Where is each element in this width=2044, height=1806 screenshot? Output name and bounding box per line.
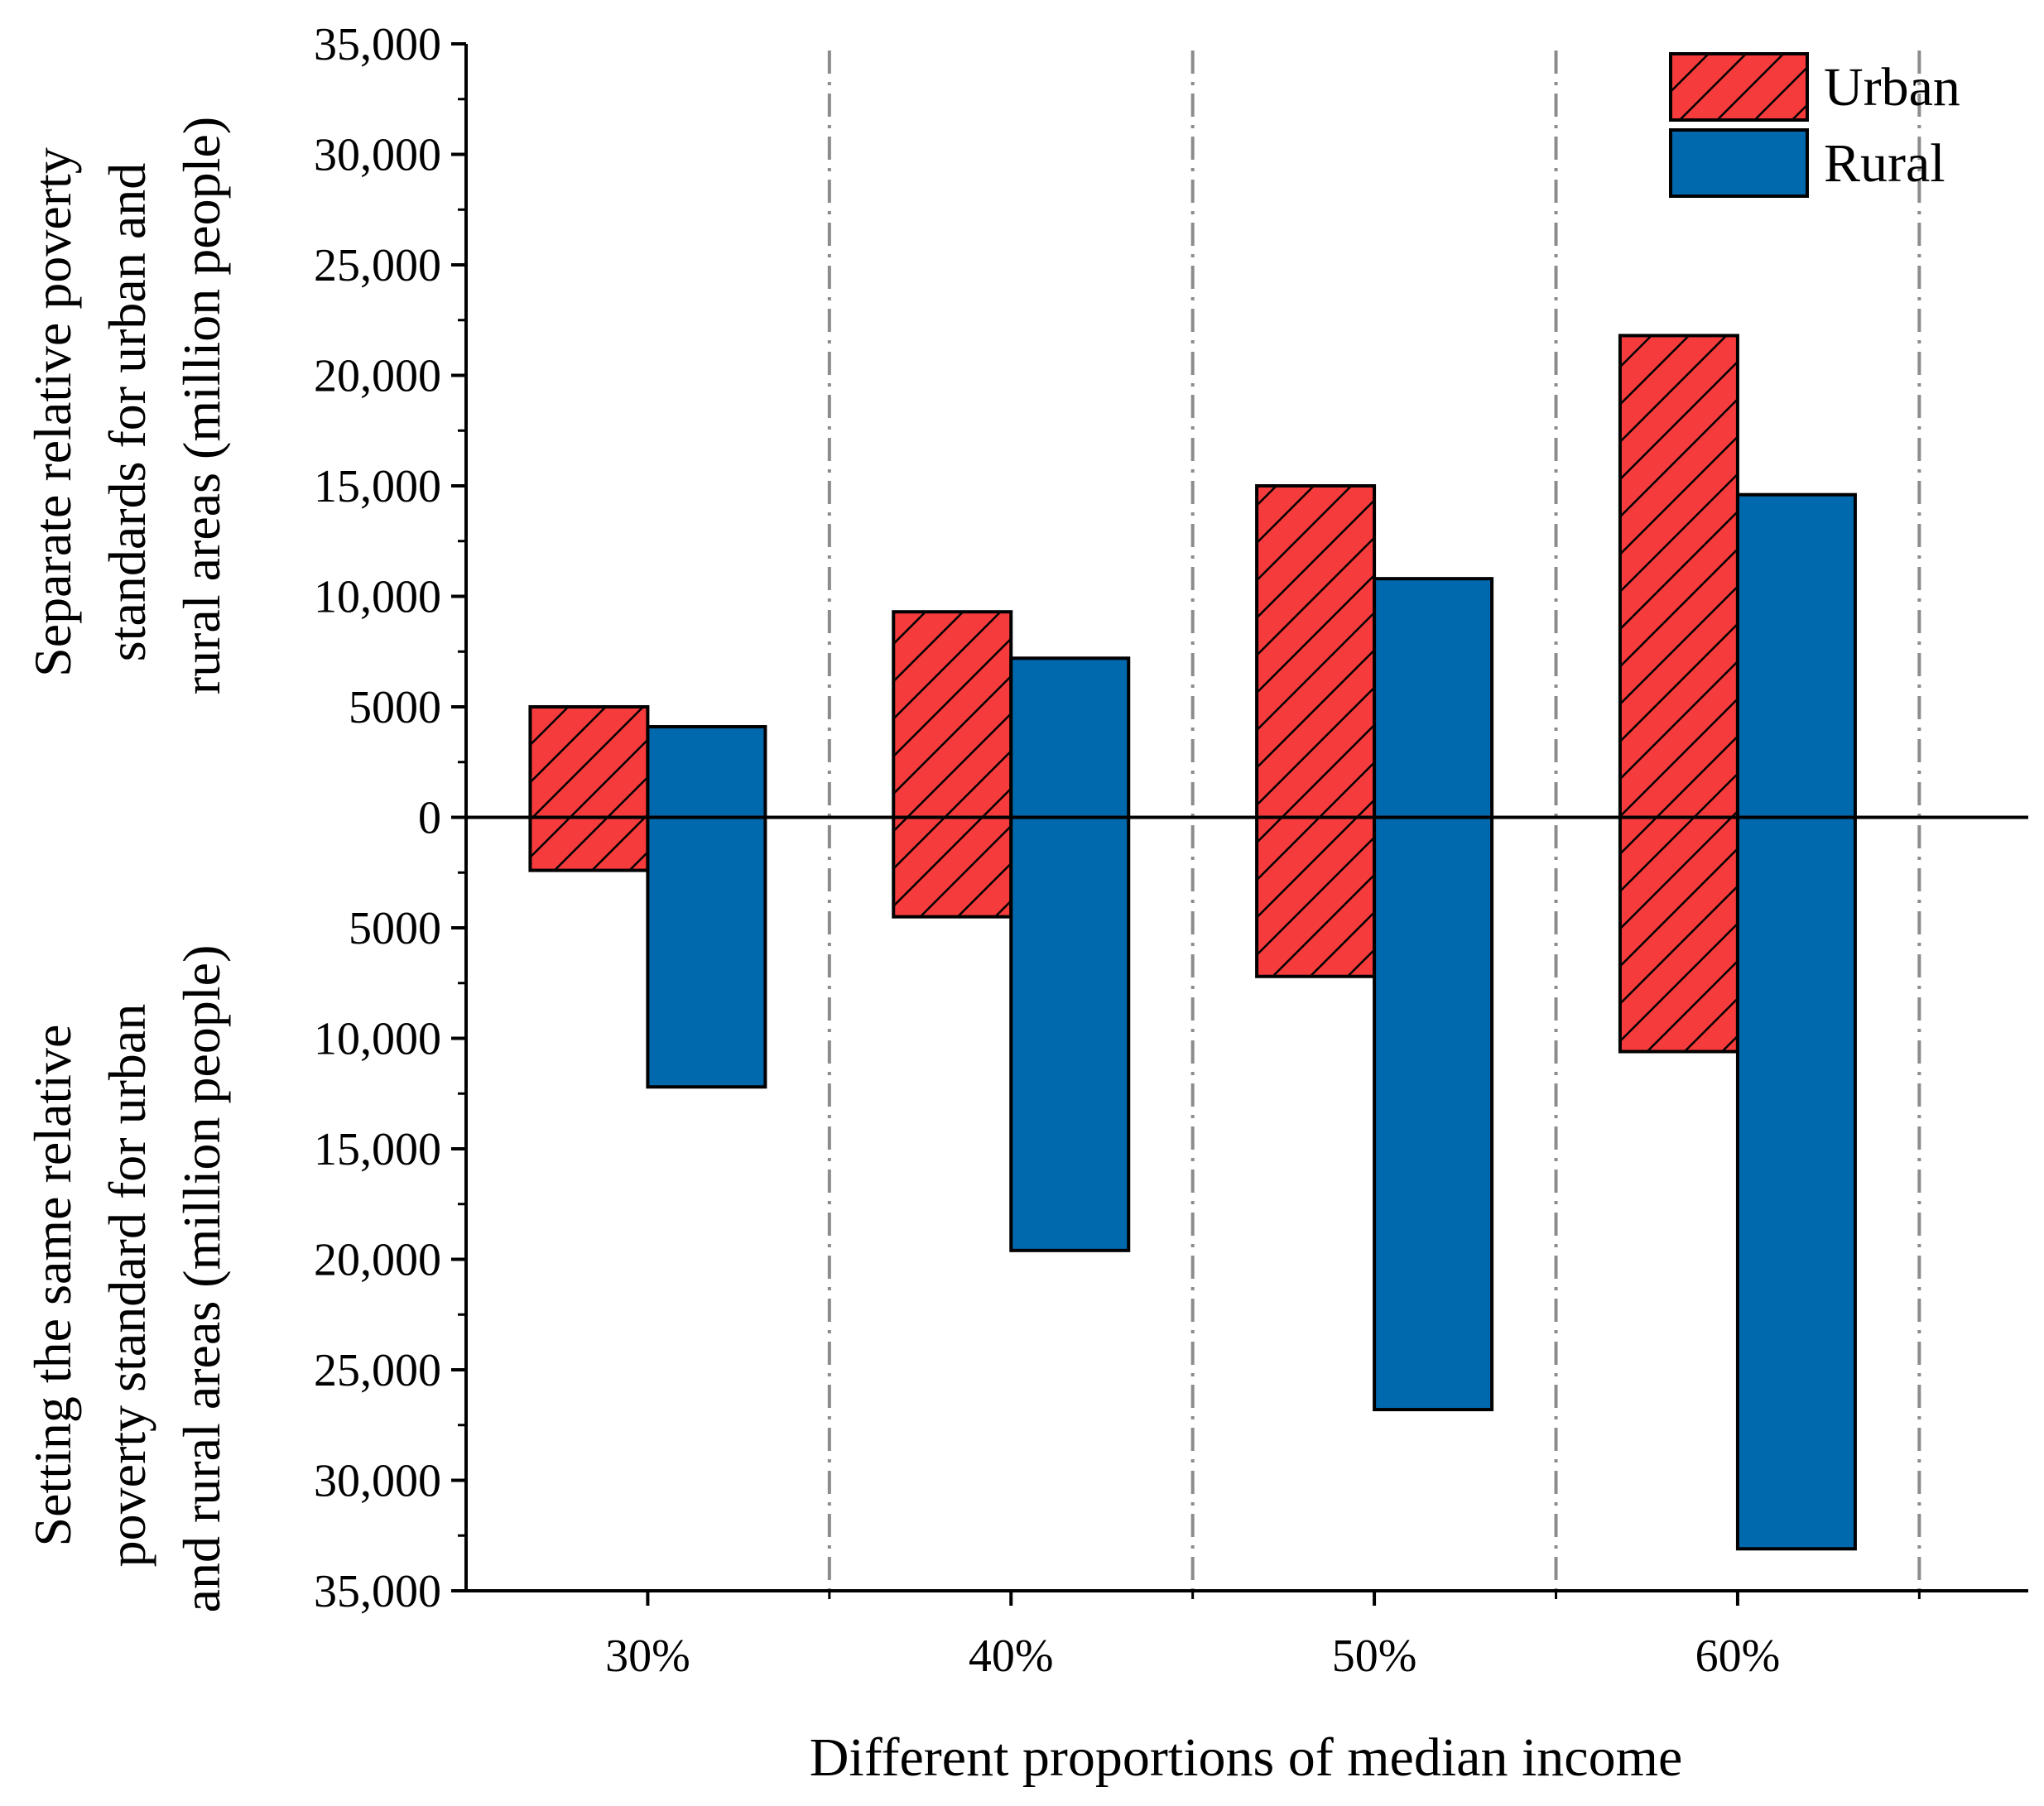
bar-urban-lower-50pct <box>1255 815 1377 978</box>
y-tick-label: 5000 <box>349 903 441 954</box>
y-tick-label: 25,000 <box>314 240 441 291</box>
y-axis-title-upper-line-2: standards for urban and <box>98 163 156 661</box>
y-tick-label: 0 <box>418 793 441 844</box>
y-tick-label: 15,000 <box>314 461 441 512</box>
legend-label-urban: Urban <box>1824 57 1960 118</box>
x-axis-ticks: 30% 40% 50% 60% <box>605 1591 1921 1682</box>
bar-rural-lower-60pct <box>1735 815 1857 1551</box>
x-tick-label: 60% <box>1695 1631 1781 1682</box>
y-axis-title-lower-line-2: poverty standard for urban <box>98 1004 156 1568</box>
bar-urban-upper-40pct <box>892 610 1013 819</box>
x-tick-label: 30% <box>605 1631 690 1682</box>
legend-swatch-urban <box>1669 52 1809 122</box>
y-axis-title-lower-line-3: and rural areas (million people) <box>172 945 231 1613</box>
bar-urban-lower-60pct <box>1618 815 1739 1054</box>
bar-urban-upper-30pct <box>528 705 650 819</box>
svg-text:Separate relative poverty: Separate relative poverty standards for … <box>23 117 231 694</box>
y-axis-title-lower: Setting the same relative poverty standa… <box>23 945 231 1613</box>
bar-rural-lower-40pct <box>1009 815 1131 1252</box>
y-tick-label: 35,000 <box>314 1566 441 1617</box>
bar-urban-lower-30pct <box>528 815 650 872</box>
y-tick-label: 20,000 <box>314 1235 441 1286</box>
y-tick-label: 30,000 <box>314 130 441 181</box>
y-axis-title-upper-line-1: Separate relative poverty <box>23 147 82 677</box>
bar-rural-upper-30pct <box>646 725 767 819</box>
bar-rural-upper-60pct <box>1735 492 1857 819</box>
bar-urban-upper-50pct <box>1255 484 1377 819</box>
y-tick-label: 25,000 <box>314 1345 441 1396</box>
bars <box>528 334 1857 1551</box>
x-tick-label: 50% <box>1332 1631 1417 1682</box>
legend: Urban Rural <box>1669 52 1960 198</box>
x-axis-title: Different proportions of median income <box>810 1727 1683 1788</box>
legend-label-rural: Rural <box>1824 133 1945 194</box>
bar-urban-upper-60pct <box>1618 334 1739 819</box>
bar-urban-lower-40pct <box>892 815 1013 919</box>
y-tick-label: 10,000 <box>314 572 441 623</box>
y-axis-title-upper: Separate relative poverty standards for … <box>23 117 231 694</box>
y-tick-label: 5000 <box>349 682 441 733</box>
y-tick-label: 10,000 <box>314 1014 441 1065</box>
y-tick-label: 15,000 <box>314 1124 441 1175</box>
legend-swatch-rural <box>1669 128 1809 198</box>
x-tick-label: 40% <box>969 1631 1054 1682</box>
bar-rural-upper-50pct <box>1373 577 1494 819</box>
y-tick-label: 20,000 <box>314 351 441 402</box>
y-axis-title-lower-line-1: Setting the same relative <box>23 1025 82 1547</box>
bar-rural-upper-40pct <box>1009 656 1131 819</box>
bar-rural-lower-30pct <box>646 815 767 1089</box>
y-tick-label: 35,000 <box>314 19 441 70</box>
y-tick-label: 30,000 <box>314 1456 441 1507</box>
y-axis-ticks: 35,000 30,000 25,000 20,000 15,000 10,000 5000… <box>314 19 466 1617</box>
bar-rural-lower-50pct <box>1373 815 1494 1412</box>
svg-text:Setting the same relative: Setting the same relative poverty standa… <box>23 945 231 1613</box>
y-axis-title-upper-line-3: rural areas (million people) <box>172 117 231 694</box>
